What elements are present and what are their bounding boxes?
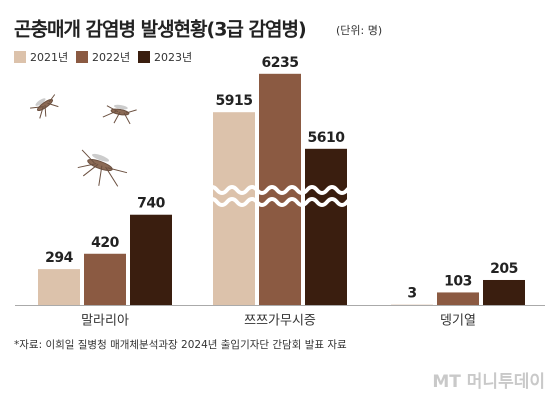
value-label: 420	[91, 235, 119, 251]
value-label: 5915	[216, 93, 253, 109]
bar	[213, 112, 255, 305]
mosquito-icons	[30, 94, 137, 187]
legend-label: 2021년	[30, 51, 68, 64]
value-label: 6235	[262, 55, 299, 71]
value-label: 103	[444, 273, 472, 289]
bar	[38, 269, 80, 305]
watermark: MT 머니투데이	[432, 372, 545, 392]
x-tick-label: 말라리아	[81, 314, 129, 329]
x-tick-label: 뎅기열	[440, 314, 476, 329]
value-label: 205	[490, 261, 518, 277]
chart-subtitle: (단위: 명)	[336, 24, 382, 37]
source-note: *자료: 이희일 질병청 매개체분석과장 2024년 출입기자단 간담회 발표 …	[14, 338, 347, 351]
bar	[130, 214, 172, 305]
chart-title: 곤충매개 감염병 발생현황(3급 감염병)	[14, 18, 306, 41]
bar	[305, 148, 347, 305]
value-label: 294	[45, 250, 73, 266]
axis-break	[205, 185, 369, 195]
legend-label: 2023년	[154, 51, 192, 64]
value-label: 740	[137, 196, 165, 212]
legend-swatch	[14, 51, 26, 63]
bar	[483, 279, 525, 305]
value-label: 5610	[308, 130, 346, 146]
legend-swatch	[76, 51, 88, 63]
axis-break	[205, 197, 369, 207]
value-label: 3	[407, 286, 416, 302]
bar	[437, 292, 479, 305]
legend-label: 2022년	[92, 51, 130, 64]
bar	[84, 253, 126, 305]
legend-swatch	[138, 51, 150, 63]
x-tick-label: 쯔쯔가무시증	[244, 314, 316, 329]
